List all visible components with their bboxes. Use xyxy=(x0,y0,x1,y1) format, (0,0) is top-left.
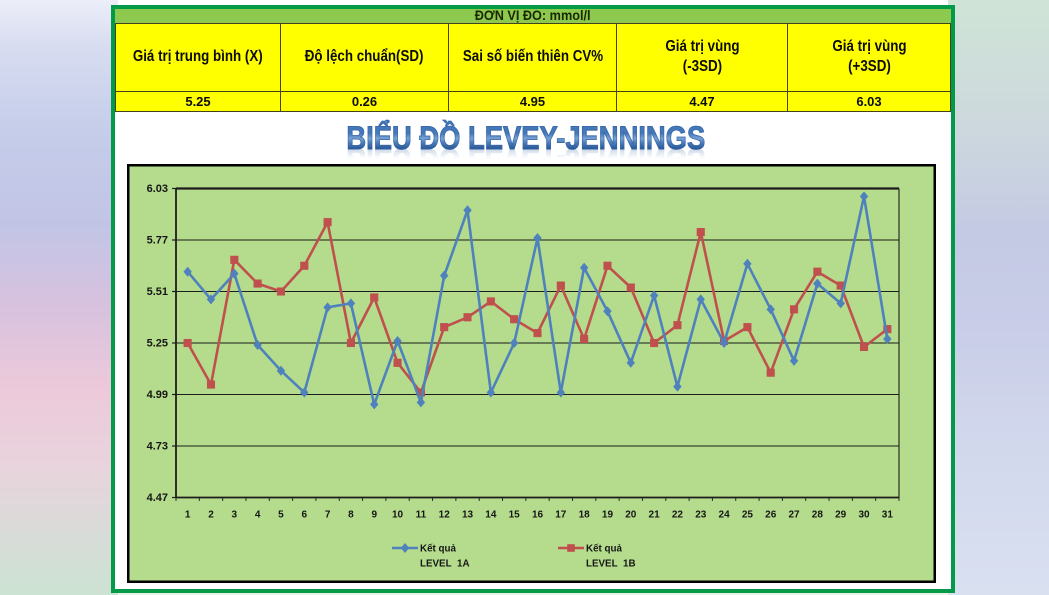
svg-text:3: 3 xyxy=(232,510,238,521)
svg-text:29: 29 xyxy=(835,510,847,521)
svg-text:5: 5 xyxy=(278,510,284,521)
svg-text:6.03: 6.03 xyxy=(147,183,168,195)
svg-text:5.25: 5.25 xyxy=(147,338,168,350)
svg-text:LEVEL 1A: LEVEL 1A xyxy=(420,559,470,570)
svg-text:26: 26 xyxy=(765,510,777,521)
svg-text:4.99: 4.99 xyxy=(147,389,168,401)
svg-text:4.73: 4.73 xyxy=(147,441,168,453)
svg-text:8: 8 xyxy=(348,510,354,521)
svg-text:LEVEL 1B: LEVEL 1B xyxy=(586,559,636,570)
svg-text:5.77: 5.77 xyxy=(147,235,168,247)
svg-text:12: 12 xyxy=(439,510,451,521)
svg-text:5.51: 5.51 xyxy=(147,286,168,298)
svg-text:4.47: 4.47 xyxy=(147,492,168,504)
svg-text:7: 7 xyxy=(325,510,331,521)
svg-text:24: 24 xyxy=(719,510,731,521)
svg-text:21: 21 xyxy=(649,510,661,521)
svg-text:28: 28 xyxy=(812,510,824,521)
svg-text:6: 6 xyxy=(301,510,307,521)
svg-text:20: 20 xyxy=(625,510,637,521)
svg-text:23: 23 xyxy=(695,510,707,521)
svg-text:15: 15 xyxy=(509,510,521,521)
svg-text:22: 22 xyxy=(672,510,684,521)
svg-text:16: 16 xyxy=(532,510,544,521)
svg-text:31: 31 xyxy=(882,510,894,521)
svg-text:Kết quả: Kết quả xyxy=(420,544,456,555)
svg-text:10: 10 xyxy=(392,510,404,521)
svg-text:17: 17 xyxy=(555,510,567,521)
svg-text:2: 2 xyxy=(208,510,214,521)
svg-text:13: 13 xyxy=(462,510,474,521)
svg-text:19: 19 xyxy=(602,510,614,521)
svg-text:1: 1 xyxy=(185,510,191,521)
svg-text:30: 30 xyxy=(858,510,870,521)
svg-text:25: 25 xyxy=(742,510,754,521)
svg-text:11: 11 xyxy=(416,510,427,521)
svg-text:14: 14 xyxy=(485,510,497,521)
svg-text:4: 4 xyxy=(255,510,261,521)
svg-text:9: 9 xyxy=(371,510,377,521)
svg-text:Kết quả: Kết quả xyxy=(586,544,622,555)
svg-text:18: 18 xyxy=(579,510,591,521)
svg-text:27: 27 xyxy=(788,510,800,521)
